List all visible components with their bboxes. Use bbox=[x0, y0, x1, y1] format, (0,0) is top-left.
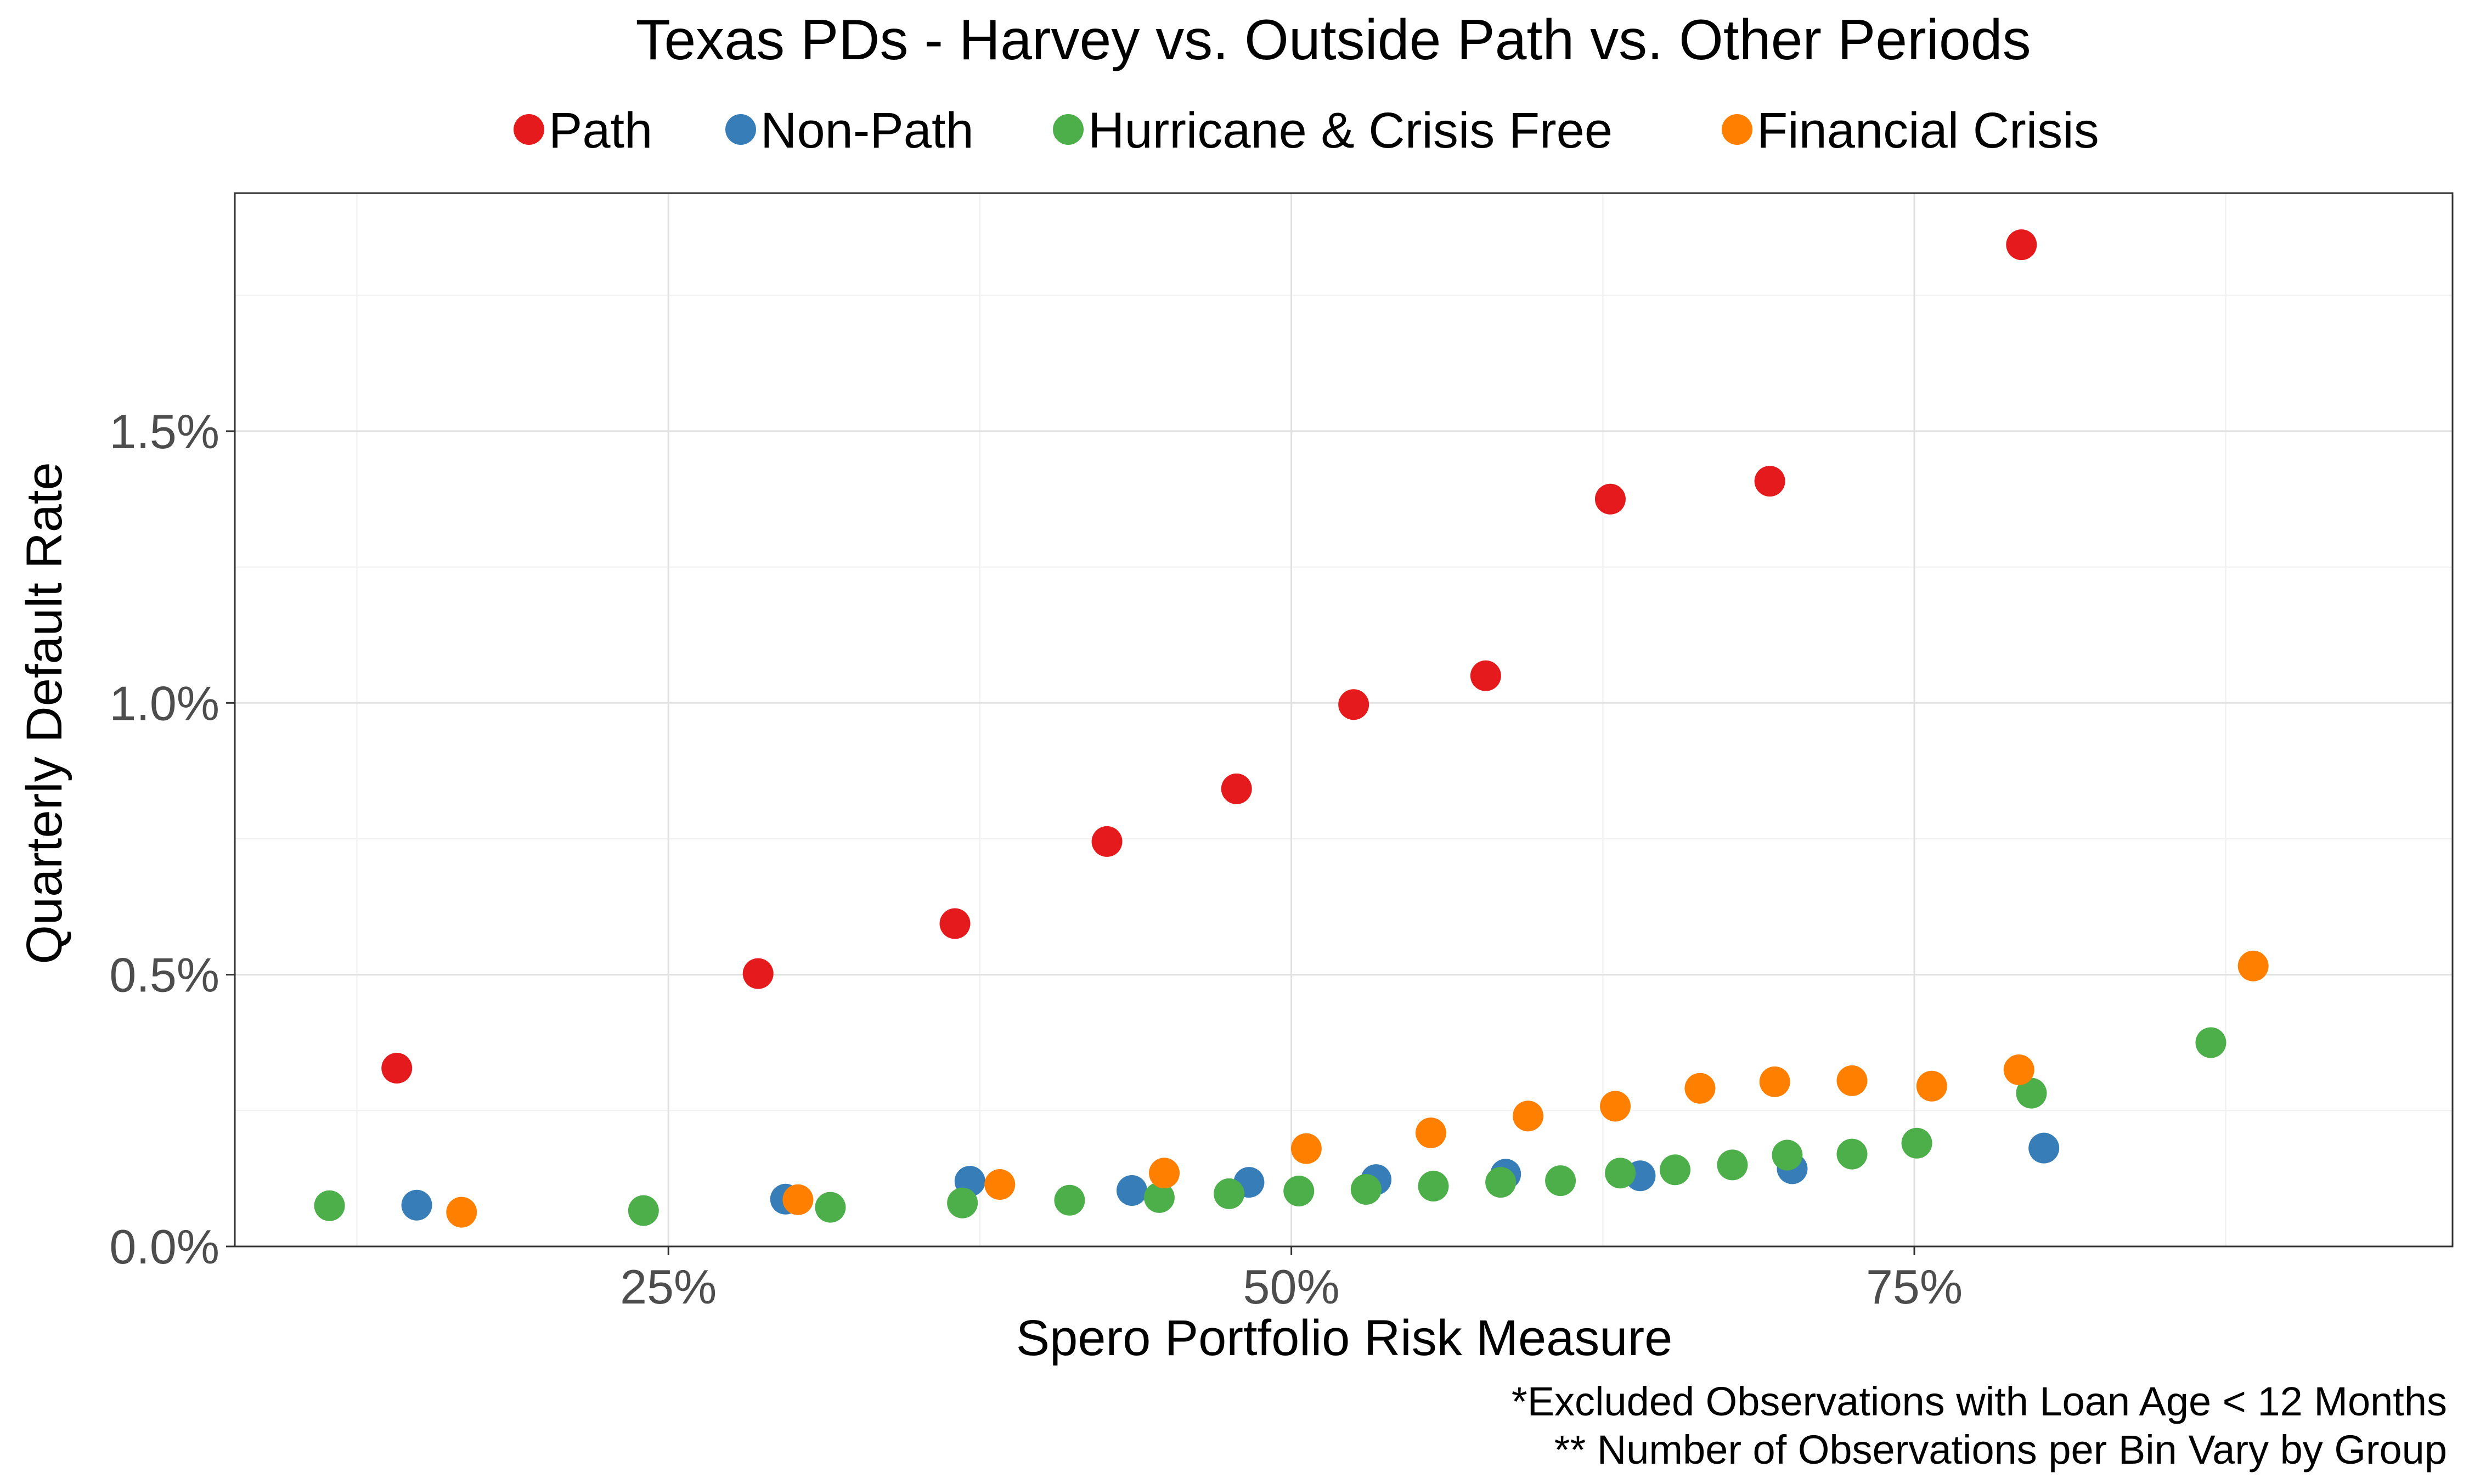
plot-panel-border bbox=[234, 192, 2454, 1248]
legend-key-hurricane-crisis-free bbox=[1053, 114, 1084, 145]
data-point-path bbox=[1470, 660, 1501, 691]
series-path bbox=[381, 229, 2037, 1084]
data-point-financial-crisis bbox=[1916, 1070, 1947, 1102]
data-point-path bbox=[1594, 483, 1626, 515]
data-point-financial-crisis bbox=[782, 1184, 814, 1215]
data-point-non-path bbox=[2028, 1132, 2060, 1164]
data-point-hurricane-crisis-free bbox=[1717, 1149, 1748, 1181]
data-point-path bbox=[381, 1053, 413, 1084]
data-point-hurricane-crisis-free bbox=[1772, 1139, 1803, 1171]
data-point-hurricane-crisis-free bbox=[1545, 1165, 1576, 1197]
data-point-hurricane-crisis-free bbox=[815, 1192, 846, 1223]
y-axis-ticks: 0.0% 0.5% 1.0% 1.5% bbox=[109, 404, 235, 1274]
data-point-hurricane-crisis-free bbox=[1350, 1173, 1382, 1205]
legend-label-path: Path bbox=[549, 103, 652, 159]
data-point-hurricane-crisis-free bbox=[1283, 1175, 1315, 1206]
legend-label-financial-crisis: Financial Crisis bbox=[1757, 103, 2099, 159]
y-tick-label: 1.5% bbox=[109, 404, 219, 459]
caption-excluded-observations: *Excluded Observations with Loan Age < 1… bbox=[1512, 1379, 2447, 1424]
data-point-financial-crisis bbox=[1836, 1065, 1868, 1096]
data-point-hurricane-crisis-free bbox=[1836, 1138, 1868, 1170]
legend-item-non-path: Non-Path bbox=[725, 103, 974, 159]
legend-label-non-path: Non-Path bbox=[760, 103, 974, 159]
data-point-hurricane-crisis-free bbox=[1660, 1154, 1691, 1186]
legend: Path Non-Path Hurricane & Crisis Free Finan… bbox=[514, 103, 2099, 159]
data-point-financial-crisis bbox=[1684, 1073, 1716, 1104]
data-point-non-path bbox=[1116, 1175, 1147, 1206]
data-point-hurricane-crisis-free bbox=[1054, 1184, 1085, 1216]
data-point-hurricane-crisis-free bbox=[2195, 1027, 2226, 1058]
data-point-financial-crisis bbox=[1513, 1101, 1544, 1132]
legend-key-financial-crisis bbox=[1722, 114, 1752, 145]
data-point-path bbox=[1338, 689, 1369, 720]
data-point-financial-crisis bbox=[1290, 1133, 1322, 1164]
data-point-path bbox=[2006, 229, 2037, 261]
data-point-path bbox=[1754, 466, 1785, 497]
y-tick-label: 0.5% bbox=[109, 948, 219, 1002]
series-hurricane-crisis-free bbox=[314, 1027, 2226, 1226]
data-point-hurricane-crisis-free bbox=[947, 1187, 978, 1218]
data-point-hurricane-crisis-free bbox=[1418, 1171, 1449, 1202]
data-point-financial-crisis bbox=[2237, 950, 2269, 981]
data-point-financial-crisis bbox=[1600, 1091, 1631, 1122]
legend-label-hurricane-crisis-free: Hurricane & Crisis Free bbox=[1088, 103, 1613, 159]
legend-item-financial-crisis: Financial Crisis bbox=[1722, 103, 2099, 159]
data-point-financial-crisis bbox=[1415, 1117, 1446, 1148]
data-point-path bbox=[1091, 826, 1123, 857]
data-point-hurricane-crisis-free bbox=[628, 1195, 659, 1226]
chart-title: Texas PDs - Harvey vs. Outside Path vs. … bbox=[635, 8, 2031, 72]
x-tick-label: 50% bbox=[1243, 1260, 1340, 1314]
data-points bbox=[314, 229, 2269, 1228]
y-axis-title: Quarterly Default Rate bbox=[16, 462, 72, 964]
x-tick-label: 25% bbox=[620, 1260, 717, 1314]
x-axis-title: Spero Portfolio Risk Measure bbox=[1016, 1310, 1673, 1366]
data-point-hurricane-crisis-free bbox=[2016, 1077, 2047, 1109]
data-point-hurricane-crisis-free bbox=[1485, 1167, 1517, 1198]
data-point-hurricane-crisis-free bbox=[1214, 1178, 1245, 1209]
data-point-financial-crisis bbox=[1149, 1158, 1180, 1189]
minor-gridlines bbox=[235, 193, 2453, 1246]
data-point-hurricane-crisis-free bbox=[314, 1190, 345, 1221]
data-point-hurricane-crisis-free bbox=[1605, 1158, 1636, 1189]
legend-item-hurricane-crisis-free: Hurricane & Crisis Free bbox=[1053, 103, 1613, 159]
y-tick-label: 1.0% bbox=[109, 676, 219, 730]
data-point-financial-crisis bbox=[984, 1169, 1016, 1200]
data-point-financial-crisis bbox=[1759, 1066, 1790, 1097]
legend-key-path bbox=[514, 114, 544, 145]
data-point-financial-crisis bbox=[2003, 1054, 2034, 1086]
data-point-hurricane-crisis-free bbox=[1143, 1182, 1175, 1213]
data-point-path bbox=[742, 958, 774, 989]
data-point-hurricane-crisis-free bbox=[1901, 1127, 1932, 1159]
data-point-non-path bbox=[401, 1189, 432, 1221]
x-axis-ticks: 25% 50% 75% bbox=[620, 1246, 1963, 1314]
data-point-path bbox=[939, 908, 971, 939]
y-tick-label: 0.0% bbox=[109, 1220, 219, 1274]
legend-key-non-path bbox=[725, 114, 756, 145]
legend-item-path: Path bbox=[514, 103, 652, 159]
series-financial-crisis bbox=[446, 950, 2269, 1228]
data-point-financial-crisis bbox=[446, 1197, 477, 1228]
caption-observations-per-bin: ** Number of Observations per Bin Vary b… bbox=[1554, 1427, 2447, 1472]
major-gridlines bbox=[235, 193, 2453, 1248]
x-tick-label: 75% bbox=[1866, 1260, 1963, 1314]
data-point-path bbox=[1221, 773, 1252, 804]
